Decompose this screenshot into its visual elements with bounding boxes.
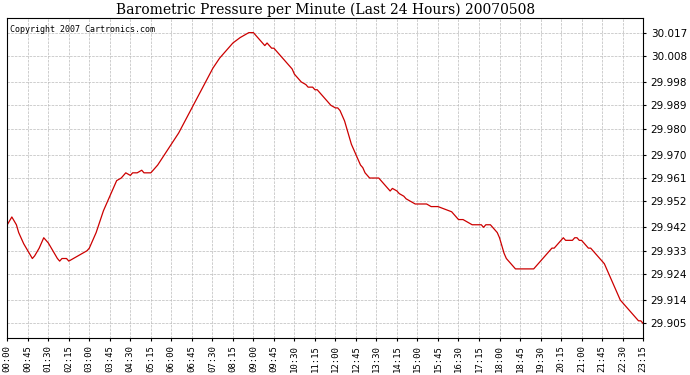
- Text: Copyright 2007 Cartronics.com: Copyright 2007 Cartronics.com: [10, 25, 155, 34]
- Title: Barometric Pressure per Minute (Last 24 Hours) 20070508: Barometric Pressure per Minute (Last 24 …: [116, 3, 535, 17]
